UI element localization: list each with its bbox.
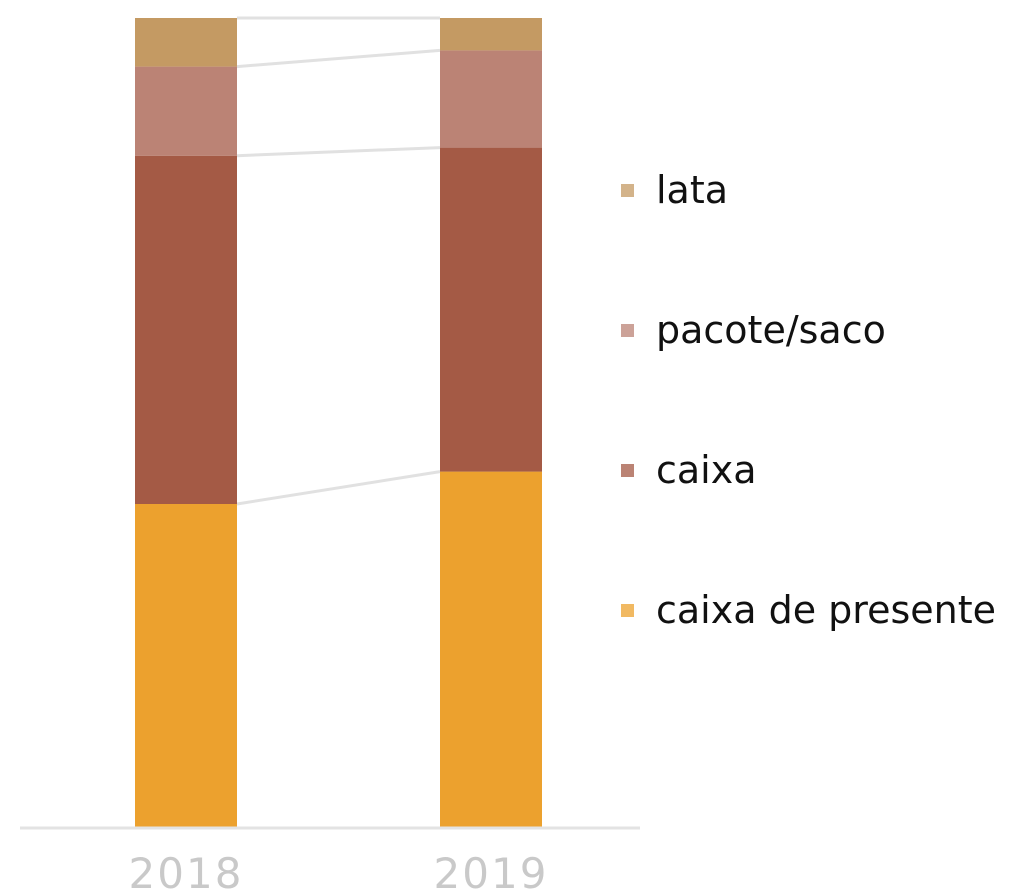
legend-swatch-caixa bbox=[621, 464, 634, 477]
legend-label-caixa: caixa bbox=[656, 448, 757, 492]
connector-line-caixa bbox=[236, 146, 441, 158]
bar-segment-caixa-de-presente-2019 bbox=[440, 471, 542, 828]
x-tick-label: 2019 bbox=[434, 849, 549, 895]
bar-segment-caixa-2018 bbox=[135, 155, 237, 504]
legend-label-caixa-de-presente: caixa de presente bbox=[656, 588, 996, 632]
legend-swatch-lata bbox=[621, 184, 634, 197]
legend: lata pacote/saco caixa caixa de presente bbox=[621, 168, 996, 632]
bar-segment-pacote-saco-2018 bbox=[135, 66, 237, 156]
bar-segment-lata-2019 bbox=[440, 18, 542, 51]
connector-line-pacote-saco bbox=[236, 48, 441, 69]
connector-lines bbox=[236, 16, 441, 506]
x-tick-label: 2018 bbox=[129, 849, 244, 895]
bar-segment-caixa-de-presente-2018 bbox=[135, 504, 237, 828]
x-axis-ticks: 2018 2019 bbox=[129, 849, 549, 895]
legend-label-lata: lata bbox=[656, 168, 728, 212]
legend-swatch-pacote-saco bbox=[621, 324, 634, 337]
bars bbox=[135, 18, 542, 828]
bar-segment-caixa-2019 bbox=[440, 147, 542, 472]
connector-line-caixa-de-presente bbox=[236, 470, 441, 506]
bar-segment-pacote-saco-2019 bbox=[440, 50, 542, 148]
legend-swatch-caixa-de-presente bbox=[621, 604, 634, 617]
bar-segment-lata-2018 bbox=[135, 18, 237, 67]
legend-label-pacote-saco: pacote/saco bbox=[656, 308, 886, 352]
